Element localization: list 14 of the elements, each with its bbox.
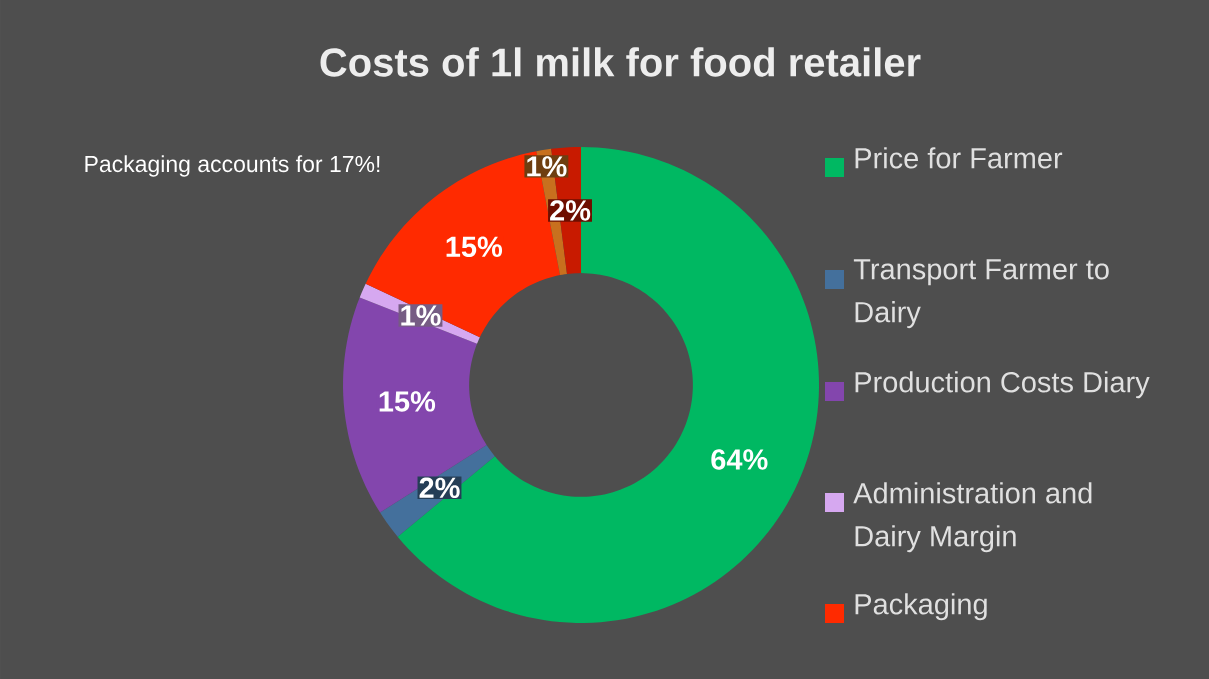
data-label: 1% — [401, 305, 441, 326]
chart-title: Costs of 1l milk for food retailer — [320, 47, 921, 77]
legend-label: Packaging — [855, 593, 987, 621]
legend-label: Transport Farmer to Dairy — [853, 259, 1109, 329]
data-label: 2% — [419, 477, 460, 499]
data-label: 64% — [711, 449, 768, 470]
data-label: 15% — [379, 391, 436, 412]
text: Packaging accounts for 17%! — [85, 155, 380, 177]
legend-label: Administration and Dairy Margin — [853, 482, 1092, 553]
legend-label: Price for Farmer — [855, 147, 1063, 169]
data-label: 2% — [550, 200, 591, 221]
data-label: 1% — [527, 156, 567, 177]
legend-label: Production Costs Diary — [855, 371, 1150, 399]
data-label: 15% — [446, 236, 503, 257]
